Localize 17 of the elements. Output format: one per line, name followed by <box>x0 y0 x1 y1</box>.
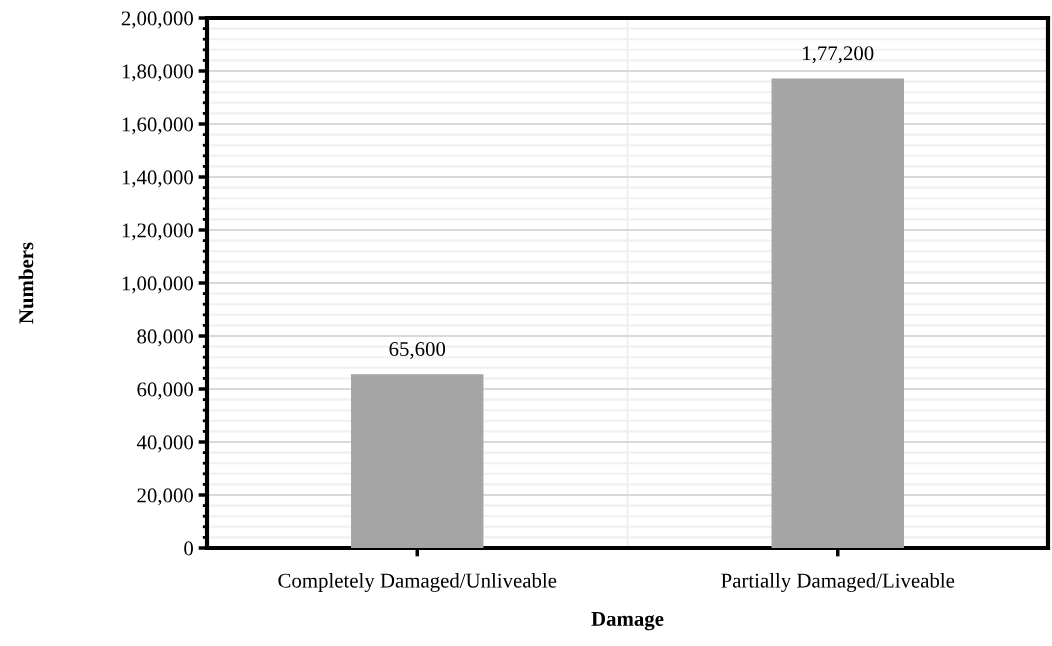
y-tick-label: 1,40,000 <box>122 170 194 188</box>
y-tick-label: 2,00,000 <box>121 11 194 29</box>
y-axis-title: Numbers <box>18 242 34 324</box>
y-tick-label: 80,000 <box>137 329 194 347</box>
y-tick-label: 60,000 <box>137 382 194 400</box>
x-tick-label: Completely Damaged/Unliveable <box>278 573 557 592</box>
x-tick-label: Partially Damaged/Liveable <box>721 573 955 592</box>
x-axis-title: Damage <box>591 612 664 631</box>
y-tick-label: 1,60,000 <box>122 117 194 135</box>
y-tick-label: 1,80,000 <box>122 64 194 82</box>
y-tick-label: 1,00,000 <box>122 276 194 294</box>
data-label: 1,77,200 <box>803 46 874 64</box>
y-tick-label: 20,000 <box>137 488 194 506</box>
data-label: 65,600 <box>389 341 446 360</box>
y-tick-label: 1,20,000 <box>122 223 194 241</box>
y-tick-label: 0 <box>184 541 194 556</box>
y-tick-label: 40,000 <box>136 435 194 453</box>
